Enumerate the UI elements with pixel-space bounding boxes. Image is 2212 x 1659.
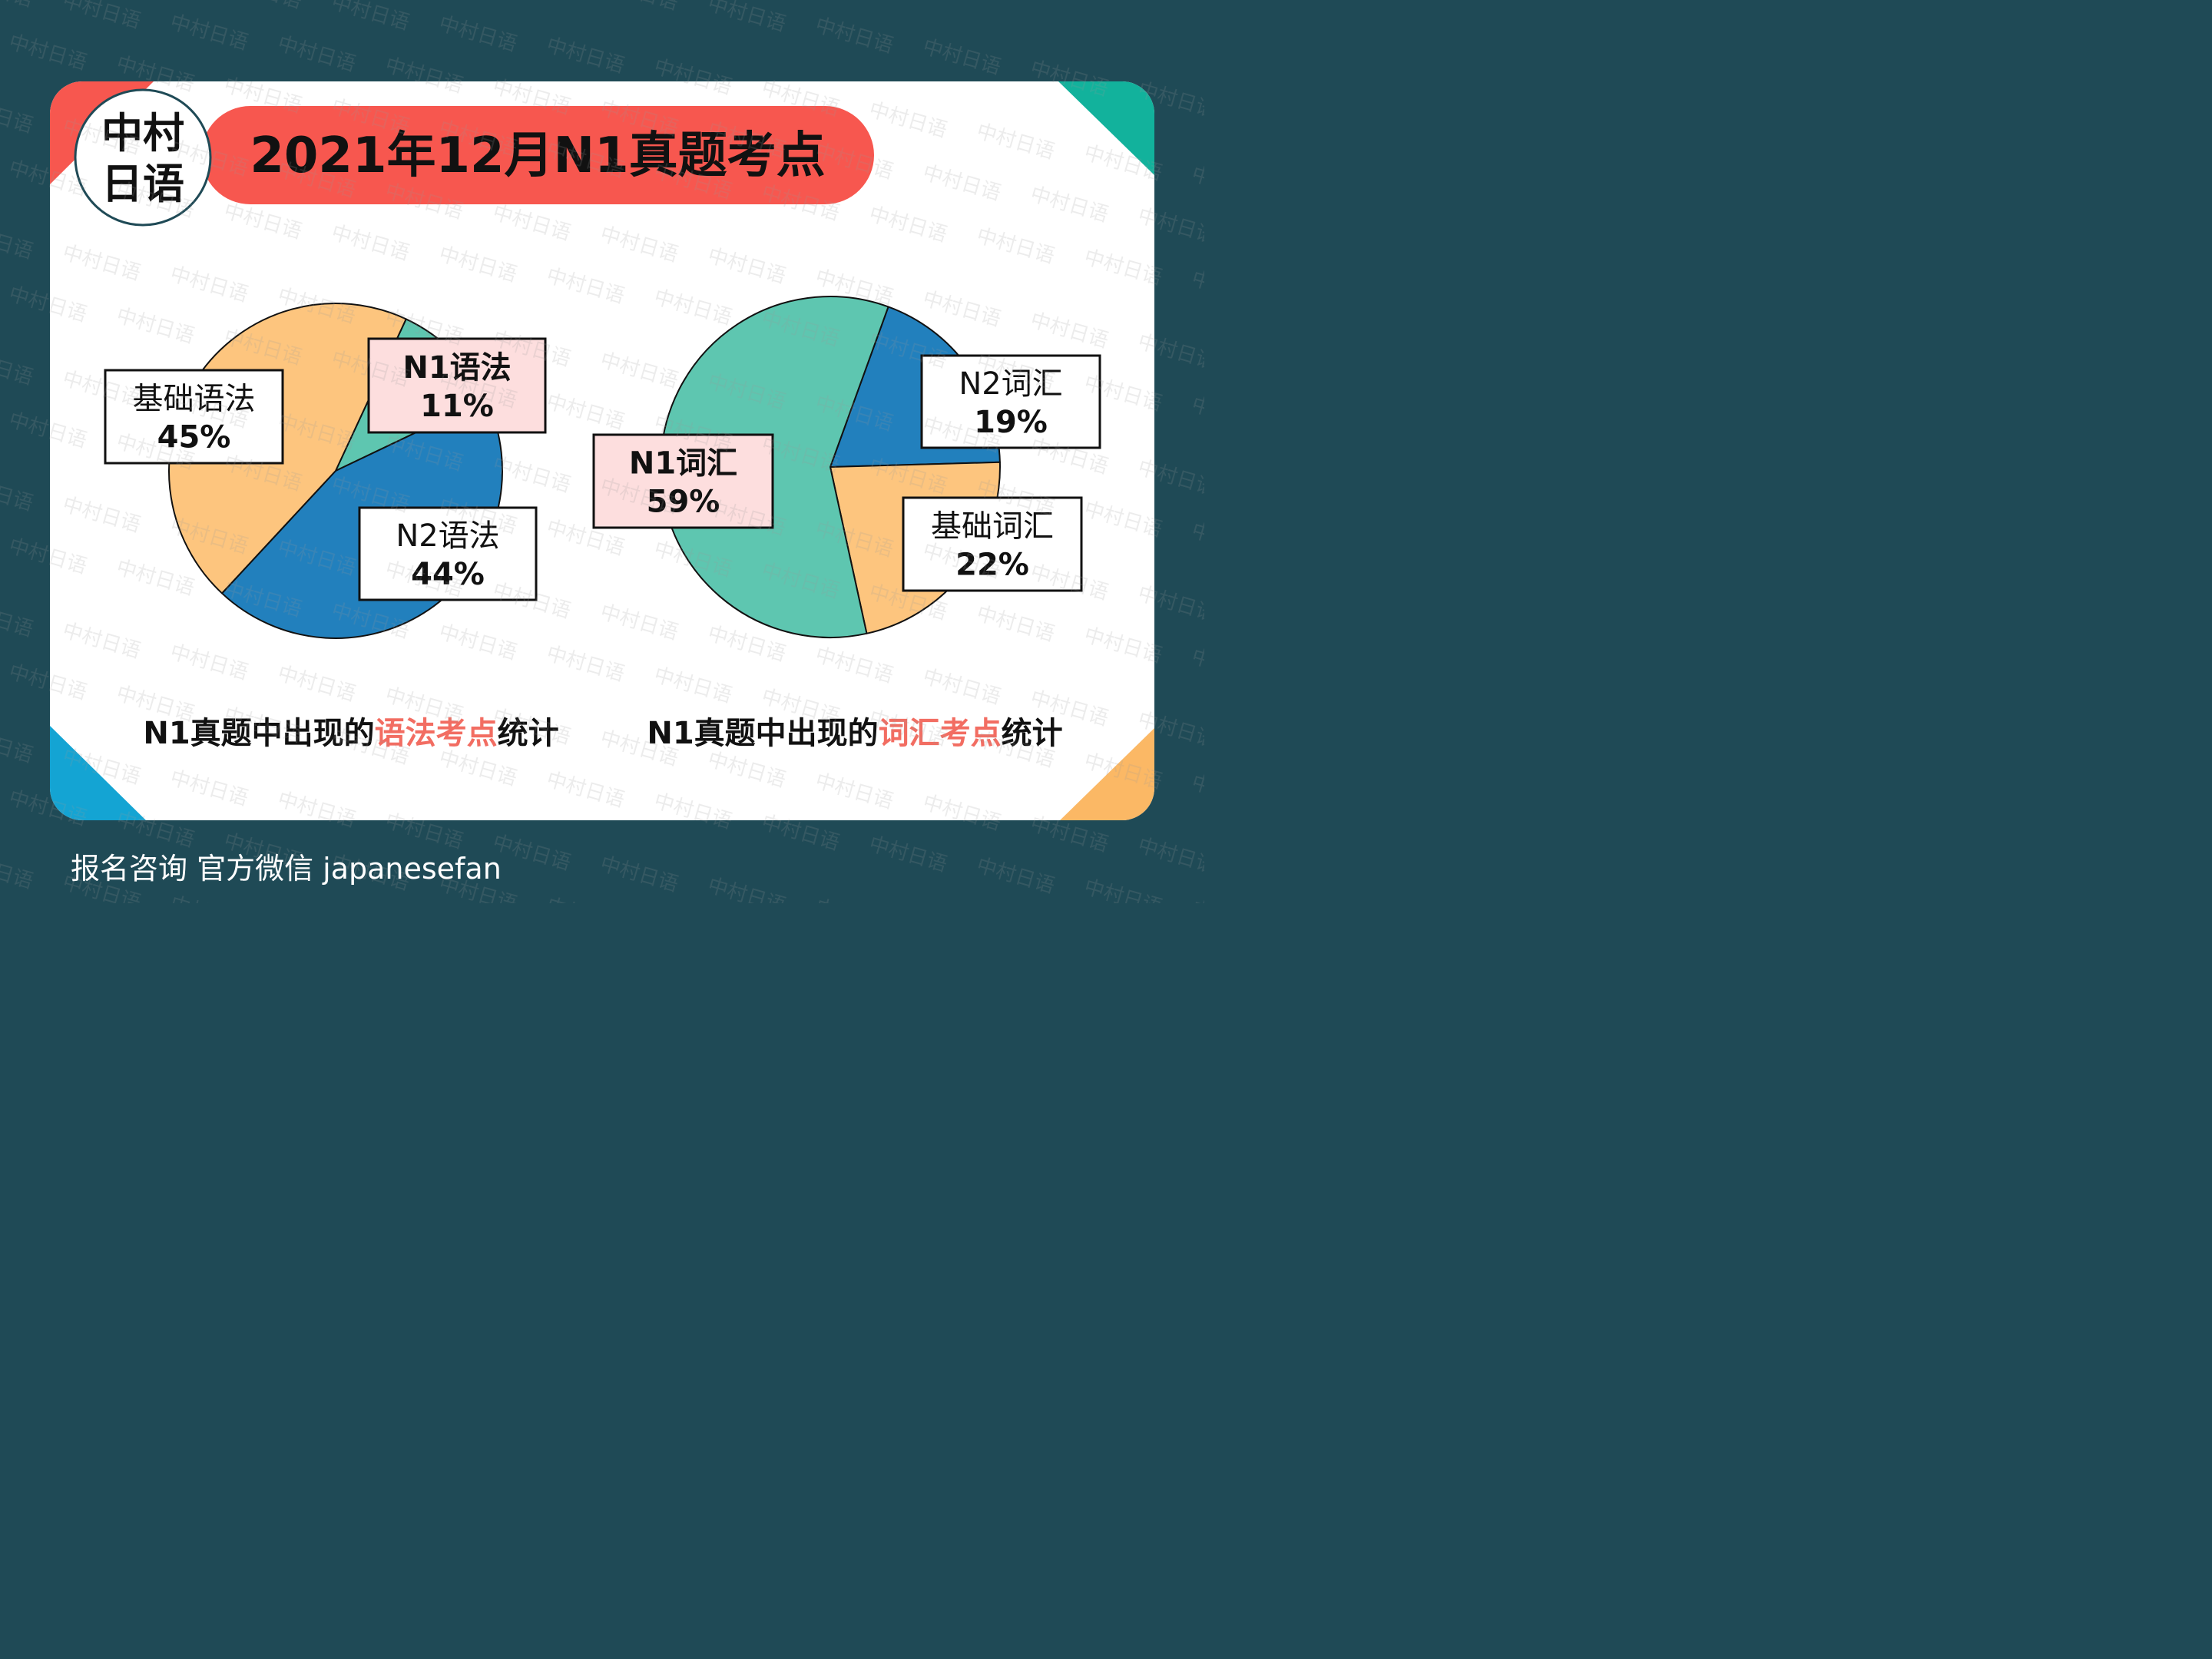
footer-contact: 报名咨询 官方微信 japanesefan [71, 852, 502, 886]
watermark-text: 中村日语 [544, 894, 627, 903]
watermark-text: 中村日语 [60, 0, 143, 33]
label-box [902, 496, 1083, 592]
slice-label-pct: 19% [974, 405, 1048, 440]
slice-label-name: N1词汇 [629, 446, 737, 482]
slice-label-pct: 44% [411, 557, 485, 592]
charts-layer: N1语法11%N2语法44%基础语法45%N1真题中出现的语法考点统计N2词汇1… [104, 296, 1101, 751]
chart-caption: N1真题中出现的词汇考点统计 [647, 716, 1062, 751]
watermark-text: 中村日语 [1189, 771, 1204, 816]
watermark-text: 中村日语 [0, 849, 35, 894]
slice-label-name: N2语法 [396, 518, 499, 554]
watermark-text: 中村日语 [0, 94, 35, 138]
corner-accent-bottom-left [50, 726, 146, 820]
slice-label-pct: 22% [955, 548, 1029, 583]
watermark-text: 中村日语 [1189, 267, 1204, 312]
watermark-text: 中村日语 [1189, 163, 1204, 207]
watermark-text: 中村日语 [544, 34, 627, 78]
watermark-text: 中村日语 [813, 14, 896, 58]
caption-prefix: N1真题中出现的 [647, 716, 878, 751]
watermark-text: 中村日语 [275, 32, 358, 77]
corner-accent-top-right [1058, 81, 1154, 175]
watermark-text: 中村日语 [705, 0, 788, 36]
watermark-text: 中村日语 [1189, 897, 1204, 903]
label-box [367, 337, 547, 434]
watermark-text: 中村日语 [866, 833, 949, 877]
slice-label-pct: 45% [157, 420, 231, 455]
watermark-text: 中村日语 [1189, 393, 1204, 438]
slice-label-name: 基础语法 [133, 382, 256, 417]
slice-label-name: N1语法 [402, 350, 511, 386]
watermark-text: 中村日语 [705, 874, 788, 903]
logo-text-bottom: 日语 [101, 160, 184, 208]
watermark-text: 中村日语 [598, 853, 680, 897]
title-banner [201, 106, 874, 204]
watermark-text: 中村日语 [221, 0, 304, 13]
caption-suffix: 统计 [1002, 716, 1063, 751]
watermark-text: 中村日语 [1189, 645, 1204, 690]
watermark-text: 中村日语 [167, 11, 250, 55]
watermark-text: 中村日语 [1135, 834, 1204, 879]
watermark-text: 中村日语 [329, 0, 412, 35]
watermark-text: 中村日语 [0, 472, 35, 516]
infographic-canvas: 2021年12月N1真题考点 中村 日语 N1语法11%N2语法44%基础语法4… [0, 0, 1204, 903]
brand-logo: 中村 日语 [74, 88, 212, 227]
corner-accent-bottom-right [1060, 728, 1154, 820]
caption-suffix: 统计 [498, 716, 559, 751]
slice-label-pct: 11% [420, 389, 494, 424]
watermark-text: 中村日语 [1189, 519, 1204, 564]
caption-highlight: 词汇考点 [879, 716, 1002, 751]
watermark-text: 中村日语 [167, 892, 250, 903]
watermark-text: 中村日语 [6, 31, 89, 75]
watermark-text: 中村日语 [0, 598, 35, 642]
watermark-text: 中村日语 [436, 12, 519, 57]
label-box [592, 433, 774, 529]
watermark-text: 中村日语 [0, 0, 35, 12]
slice-label-name: 基础词汇 [931, 509, 1054, 545]
watermark-text: 中村日语 [0, 724, 35, 768]
caption-prefix: N1真题中出现的 [143, 716, 374, 751]
page-title: 2021年12月N1真题考点 [250, 127, 825, 184]
chart-caption: N1真题中出现的语法考点统计 [143, 716, 558, 751]
label-box [104, 369, 284, 465]
watermark-text: 中村日语 [490, 831, 573, 876]
caption-highlight: 语法考点 [375, 716, 498, 751]
label-box [358, 506, 538, 601]
watermark-text: 中村日语 [813, 896, 896, 903]
watermark-text: 中村日语 [1081, 876, 1164, 903]
logo-text-top: 中村 [101, 109, 184, 157]
watermark-text: 中村日语 [974, 854, 1057, 899]
watermark-text: 中村日语 [920, 35, 1003, 80]
slice-label-pct: 59% [647, 485, 720, 520]
watermark-text: 中村日语 [598, 0, 680, 15]
watermark-text: 中村日语 [0, 346, 35, 390]
slice-label-name: N2词汇 [959, 366, 1062, 402]
label-box [920, 354, 1101, 449]
watermark-text: 中村日语 [0, 220, 35, 264]
